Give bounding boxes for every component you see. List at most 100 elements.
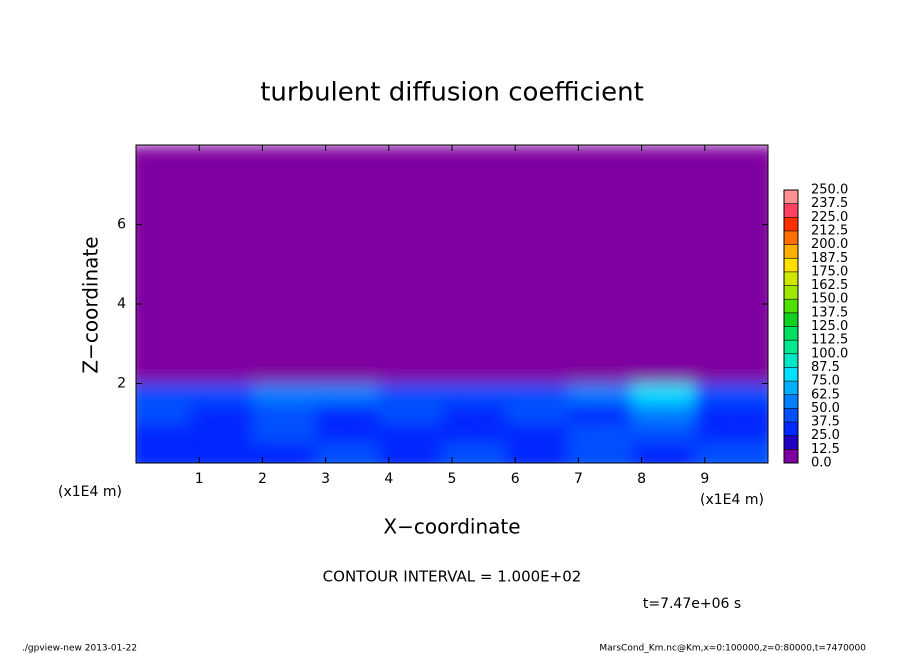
field-cells bbox=[136, 145, 768, 463]
colorbar-label: 75.0 bbox=[811, 374, 840, 389]
colorbar-swatch bbox=[784, 203, 798, 218]
colorbar-swatch bbox=[784, 299, 798, 313]
cell bbox=[568, 423, 652, 444]
colorbar-label: 150.0 bbox=[811, 292, 848, 307]
cell bbox=[189, 403, 273, 424]
colorbar-swatch bbox=[784, 408, 798, 423]
contour-interval: CONTOUR INTERVAL = 1.000E+02 bbox=[323, 568, 582, 586]
y-axis-label: Z−coordinate bbox=[79, 236, 103, 373]
cell bbox=[252, 443, 336, 463]
unit-label: (x1E4 m) bbox=[700, 492, 764, 508]
colorbar-label: 125.0 bbox=[811, 319, 848, 334]
colorbar-swatch bbox=[784, 244, 798, 259]
x-tick-label: 7 bbox=[574, 471, 583, 487]
colorbar-swatch bbox=[784, 312, 798, 327]
unit-label: (x1E4 m) bbox=[58, 484, 122, 500]
colorbar-label: 200.0 bbox=[811, 237, 848, 252]
x-tick-label: 1 bbox=[195, 471, 204, 487]
colorbar-swatch bbox=[784, 230, 798, 245]
cell bbox=[189, 383, 273, 404]
cell bbox=[505, 443, 589, 463]
cell bbox=[442, 423, 526, 444]
cell bbox=[315, 403, 399, 424]
colorbar-swatch bbox=[784, 258, 798, 272]
cell bbox=[631, 423, 715, 444]
cell bbox=[505, 403, 589, 424]
colorbar-label: 62.5 bbox=[811, 387, 840, 402]
cell bbox=[378, 423, 462, 444]
x-tick-label: 9 bbox=[700, 471, 709, 487]
colorbar-label: 212.5 bbox=[811, 223, 848, 238]
cell bbox=[252, 403, 336, 424]
cell bbox=[189, 443, 273, 463]
footer-left: ./gpview-new 2013-01-22 bbox=[22, 644, 137, 654]
colorbar-label: 37.5 bbox=[811, 415, 840, 430]
colorbar-label: 137.5 bbox=[811, 305, 848, 320]
cell bbox=[189, 423, 273, 444]
cell bbox=[442, 383, 526, 404]
colorbar-label: 0.0 bbox=[811, 456, 832, 471]
time-label: t=7.47e+06 s bbox=[643, 596, 741, 612]
colorbar-swatch bbox=[784, 435, 798, 450]
colorbar-swatch bbox=[784, 190, 798, 204]
x-axis-label: X−coordinate bbox=[383, 515, 520, 539]
cell bbox=[505, 383, 589, 404]
cell bbox=[631, 383, 715, 404]
cell bbox=[378, 403, 462, 424]
colorbar-swatch bbox=[784, 326, 798, 341]
cell bbox=[378, 443, 462, 463]
x-tick-label: 6 bbox=[511, 471, 520, 487]
colorbar-label: 225.0 bbox=[811, 210, 848, 225]
cell bbox=[315, 423, 399, 444]
footer-right: MarsCond_Km.nc@Km,x=0:100000,z=0:80000,t… bbox=[599, 644, 866, 654]
colorbar-label: 50.0 bbox=[811, 401, 840, 416]
colorbar-swatch bbox=[784, 353, 798, 368]
colorbar-label: 100.0 bbox=[811, 346, 848, 361]
colorbar-label: 87.5 bbox=[811, 360, 840, 375]
cell bbox=[568, 403, 652, 424]
cell bbox=[315, 443, 399, 463]
colorbar-swatch bbox=[784, 217, 798, 231]
cell bbox=[252, 423, 336, 444]
colorbar-label: 12.5 bbox=[811, 442, 840, 457]
colorbar-swatch bbox=[784, 367, 798, 382]
x-tick-label: 2 bbox=[258, 471, 267, 487]
colorbar-label: 175.0 bbox=[811, 264, 848, 279]
colorbar-label: 162.5 bbox=[811, 278, 848, 293]
cell bbox=[631, 443, 715, 463]
cell bbox=[568, 443, 652, 463]
axes: 1 2 3 4 5 6 7 8 9 2 4 6 0.012.525.037.550.062.575.08… bbox=[117, 144, 848, 487]
x-tick-label: 3 bbox=[321, 471, 330, 487]
cell bbox=[694, 403, 768, 424]
colorbar-swatch bbox=[784, 285, 798, 300]
cell bbox=[378, 383, 462, 404]
cell bbox=[694, 383, 768, 404]
x-tick-label: 8 bbox=[637, 471, 646, 487]
colorbar-label: 112.5 bbox=[811, 333, 848, 348]
colorbar-label: 187.5 bbox=[811, 251, 848, 266]
colorbar-swatch bbox=[784, 422, 798, 436]
y-tick-label: 6 bbox=[117, 217, 126, 233]
cell bbox=[442, 403, 526, 424]
cell bbox=[694, 145, 768, 384]
cell bbox=[442, 443, 526, 463]
cell bbox=[505, 423, 589, 444]
colorbar-swatch bbox=[784, 449, 798, 463]
field bbox=[136, 145, 768, 463]
chart-title: turbulent diffusion coefficient bbox=[260, 78, 644, 108]
cell bbox=[252, 383, 336, 404]
colorbar-label: 25.0 bbox=[811, 428, 840, 443]
colorbar-swatch bbox=[784, 394, 798, 409]
x-tick-label: 4 bbox=[384, 471, 393, 487]
cell bbox=[694, 423, 768, 444]
colorbar-label: 250.0 bbox=[811, 183, 848, 198]
colorbar-swatch bbox=[784, 381, 798, 395]
cell bbox=[315, 383, 399, 404]
cell bbox=[631, 403, 715, 424]
y-tick-label: 2 bbox=[117, 376, 126, 392]
x-tick-label: 5 bbox=[448, 471, 457, 487]
cell bbox=[694, 443, 768, 463]
colorbar-swatch bbox=[784, 271, 798, 286]
colorbar-swatch bbox=[784, 340, 798, 354]
